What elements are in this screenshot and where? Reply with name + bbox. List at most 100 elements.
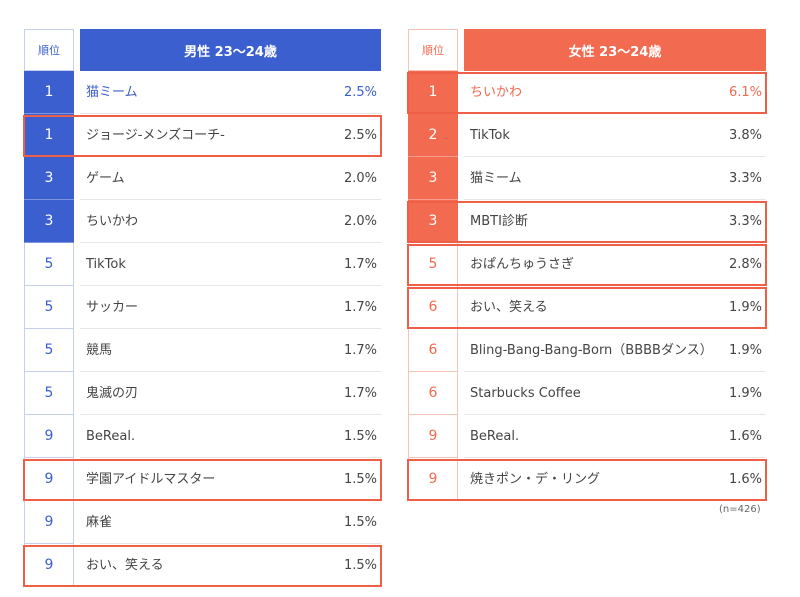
male-rank-cell: 9 (24, 458, 74, 501)
row-divider (464, 500, 766, 501)
female-rank-header: 順位 (408, 29, 458, 71)
female-item-name: BeReal. (470, 429, 520, 444)
male-item-percentage: 1.5% (343, 429, 377, 444)
female-rank-cell: 9 (408, 415, 458, 458)
female-item-name: TikTok (470, 128, 510, 143)
male-item-percentage: 2.5% (343, 128, 377, 143)
female-item-name: 猫ミーム (470, 171, 522, 186)
male-item-name: サッカー (86, 300, 139, 315)
male-item-name: 競馬 (86, 343, 113, 358)
female-item-name: おぱんちゅうさぎ (470, 257, 575, 272)
female-item-name: ちいかわ (470, 85, 523, 100)
female-table-row: 3 MBTI診断 3.3% (408, 200, 766, 243)
male-item-percentage: 1.5% (343, 558, 377, 573)
male-item-name: 猫ミーム (86, 85, 138, 100)
female-table-row: 9 BeReal. 1.6% (408, 415, 766, 458)
male-rank-cell: 9 (24, 544, 74, 587)
male-table-row: 3 ゲーム 2.0% (24, 157, 381, 200)
male-table-row: 9 麻雀 1.5% (24, 501, 381, 544)
female-rank-cell: 9 (408, 458, 458, 501)
male-item-name: ちいかわ (86, 214, 139, 229)
male-item-percentage: 1.7% (343, 343, 377, 358)
female-table-row: 5 おぱんちゅうさぎ 2.8% (408, 243, 766, 286)
female-table-row: 2 TikTok 3.8% (408, 114, 766, 157)
male-item-name: おい、笑える (86, 558, 164, 573)
female-table-title: 女性 23〜24歳 (464, 29, 766, 71)
female-item-percentage: 1.9% (728, 386, 762, 401)
female-rank-cell: 3 (408, 200, 458, 243)
female-item-percentage: 6.1% (728, 85, 762, 100)
female-item-name: おい、笑える (470, 300, 548, 315)
female-item-percentage: 1.6% (728, 472, 762, 487)
male-item-percentage: 1.5% (343, 472, 377, 487)
male-table-row: 5 TikTok 1.7% (24, 243, 381, 286)
male-rank-cell: 5 (24, 243, 74, 286)
row-divider (464, 199, 766, 200)
row-divider (464, 371, 766, 372)
female-item-percentage: 1.9% (728, 343, 762, 358)
male-rank-header: 順位 (24, 29, 74, 71)
row-divider (464, 156, 766, 157)
row-divider (80, 285, 381, 286)
female-item-name: Starbucks Coffee (470, 386, 581, 401)
male-item-name: 学園アイドルマスター (86, 472, 216, 487)
sample-size-note: (n=426) (719, 504, 761, 515)
male-item-percentage: 1.7% (343, 257, 377, 272)
male-table-row: 5 鬼滅の刃 1.7% (24, 372, 381, 415)
male-item-percentage: 2.5% (343, 85, 377, 100)
male-rank-cell: 3 (24, 157, 74, 200)
male-rank-cell: 3 (24, 200, 74, 243)
male-rank-cell: 5 (24, 329, 74, 372)
male-table-row: 5 サッカー 1.7% (24, 286, 381, 329)
female-item-percentage: 3.8% (728, 128, 762, 143)
female-rank-cell: 6 (408, 286, 458, 329)
female-ranking-table: 順位 女性 23〜24歳 1 ちいかわ 6.1% 2 TikTok 3.8% 3 猫ミーム 3.… (407, 29, 767, 529)
male-rank-cell: 1 (24, 114, 74, 157)
female-item-percentage: 1.6% (728, 429, 762, 444)
male-table-row: 3 ちいかわ 2.0% (24, 200, 381, 243)
male-item-percentage: 1.7% (343, 386, 377, 401)
female-item-percentage: 3.3% (728, 214, 762, 229)
female-item-percentage: 1.9% (728, 300, 762, 315)
male-rank-cell: 5 (24, 372, 74, 415)
male-table-row: 5 競馬 1.7% (24, 329, 381, 372)
row-divider (80, 113, 381, 114)
female-rank-cell: 3 (408, 157, 458, 200)
male-ranking-table: 順位 男性 23〜24歳 1 猫ミーム 2.5% 1 ジョージ-メンズコーチ- 2.5% 3… (23, 29, 382, 589)
male-table-row: 1 ジョージ-メンズコーチ- 2.5% (24, 114, 381, 157)
row-divider (80, 328, 381, 329)
male-rank-cell: 1 (24, 71, 74, 114)
row-divider (80, 414, 381, 415)
female-rank-cell: 6 (408, 329, 458, 372)
male-item-name: BeReal. (86, 429, 136, 444)
male-item-name: TikTok (86, 257, 126, 272)
female-item-percentage: 2.8% (728, 257, 762, 272)
female-table-row: 9 焼きポン・デ・リング 1.6% (408, 458, 766, 501)
female-rank-cell: 6 (408, 372, 458, 415)
row-divider (80, 242, 381, 243)
female-table-row: 6 Starbucks Coffee 1.9% (408, 372, 766, 415)
female-item-percentage: 3.3% (728, 171, 762, 186)
male-table-title: 男性 23〜24歳 (80, 29, 381, 71)
male-item-percentage: 1.7% (343, 300, 377, 315)
female-table-row: 6 Bling-Bang-Bang-Born（BBBBダンス） 1.9% (408, 329, 766, 372)
male-item-name: ジョージ-メンズコーチ- (86, 128, 225, 143)
male-rank-cell: 9 (24, 415, 74, 458)
female-rank-cell: 2 (408, 114, 458, 157)
male-table-row: 9 学園アイドルマスター 1.5% (24, 458, 381, 501)
female-rank-cell: 5 (408, 243, 458, 286)
female-table-row: 3 猫ミーム 3.3% (408, 157, 766, 200)
row-divider (464, 414, 766, 415)
male-table-row: 9 おい、笑える 1.5% (24, 544, 381, 587)
male-rank-cell: 9 (24, 501, 74, 544)
male-rank-cell: 5 (24, 286, 74, 329)
row-divider (464, 457, 766, 458)
male-item-percentage: 2.0% (343, 214, 377, 229)
row-divider (80, 543, 381, 544)
female-table-row: 6 おい、笑える 1.9% (408, 286, 766, 329)
male-item-percentage: 2.0% (343, 171, 377, 186)
row-divider (80, 586, 381, 587)
male-table-row: 1 猫ミーム 2.5% (24, 71, 381, 114)
female-item-name: Bling-Bang-Bang-Born（BBBBダンス） (470, 343, 713, 358)
male-item-percentage: 1.5% (343, 515, 377, 530)
